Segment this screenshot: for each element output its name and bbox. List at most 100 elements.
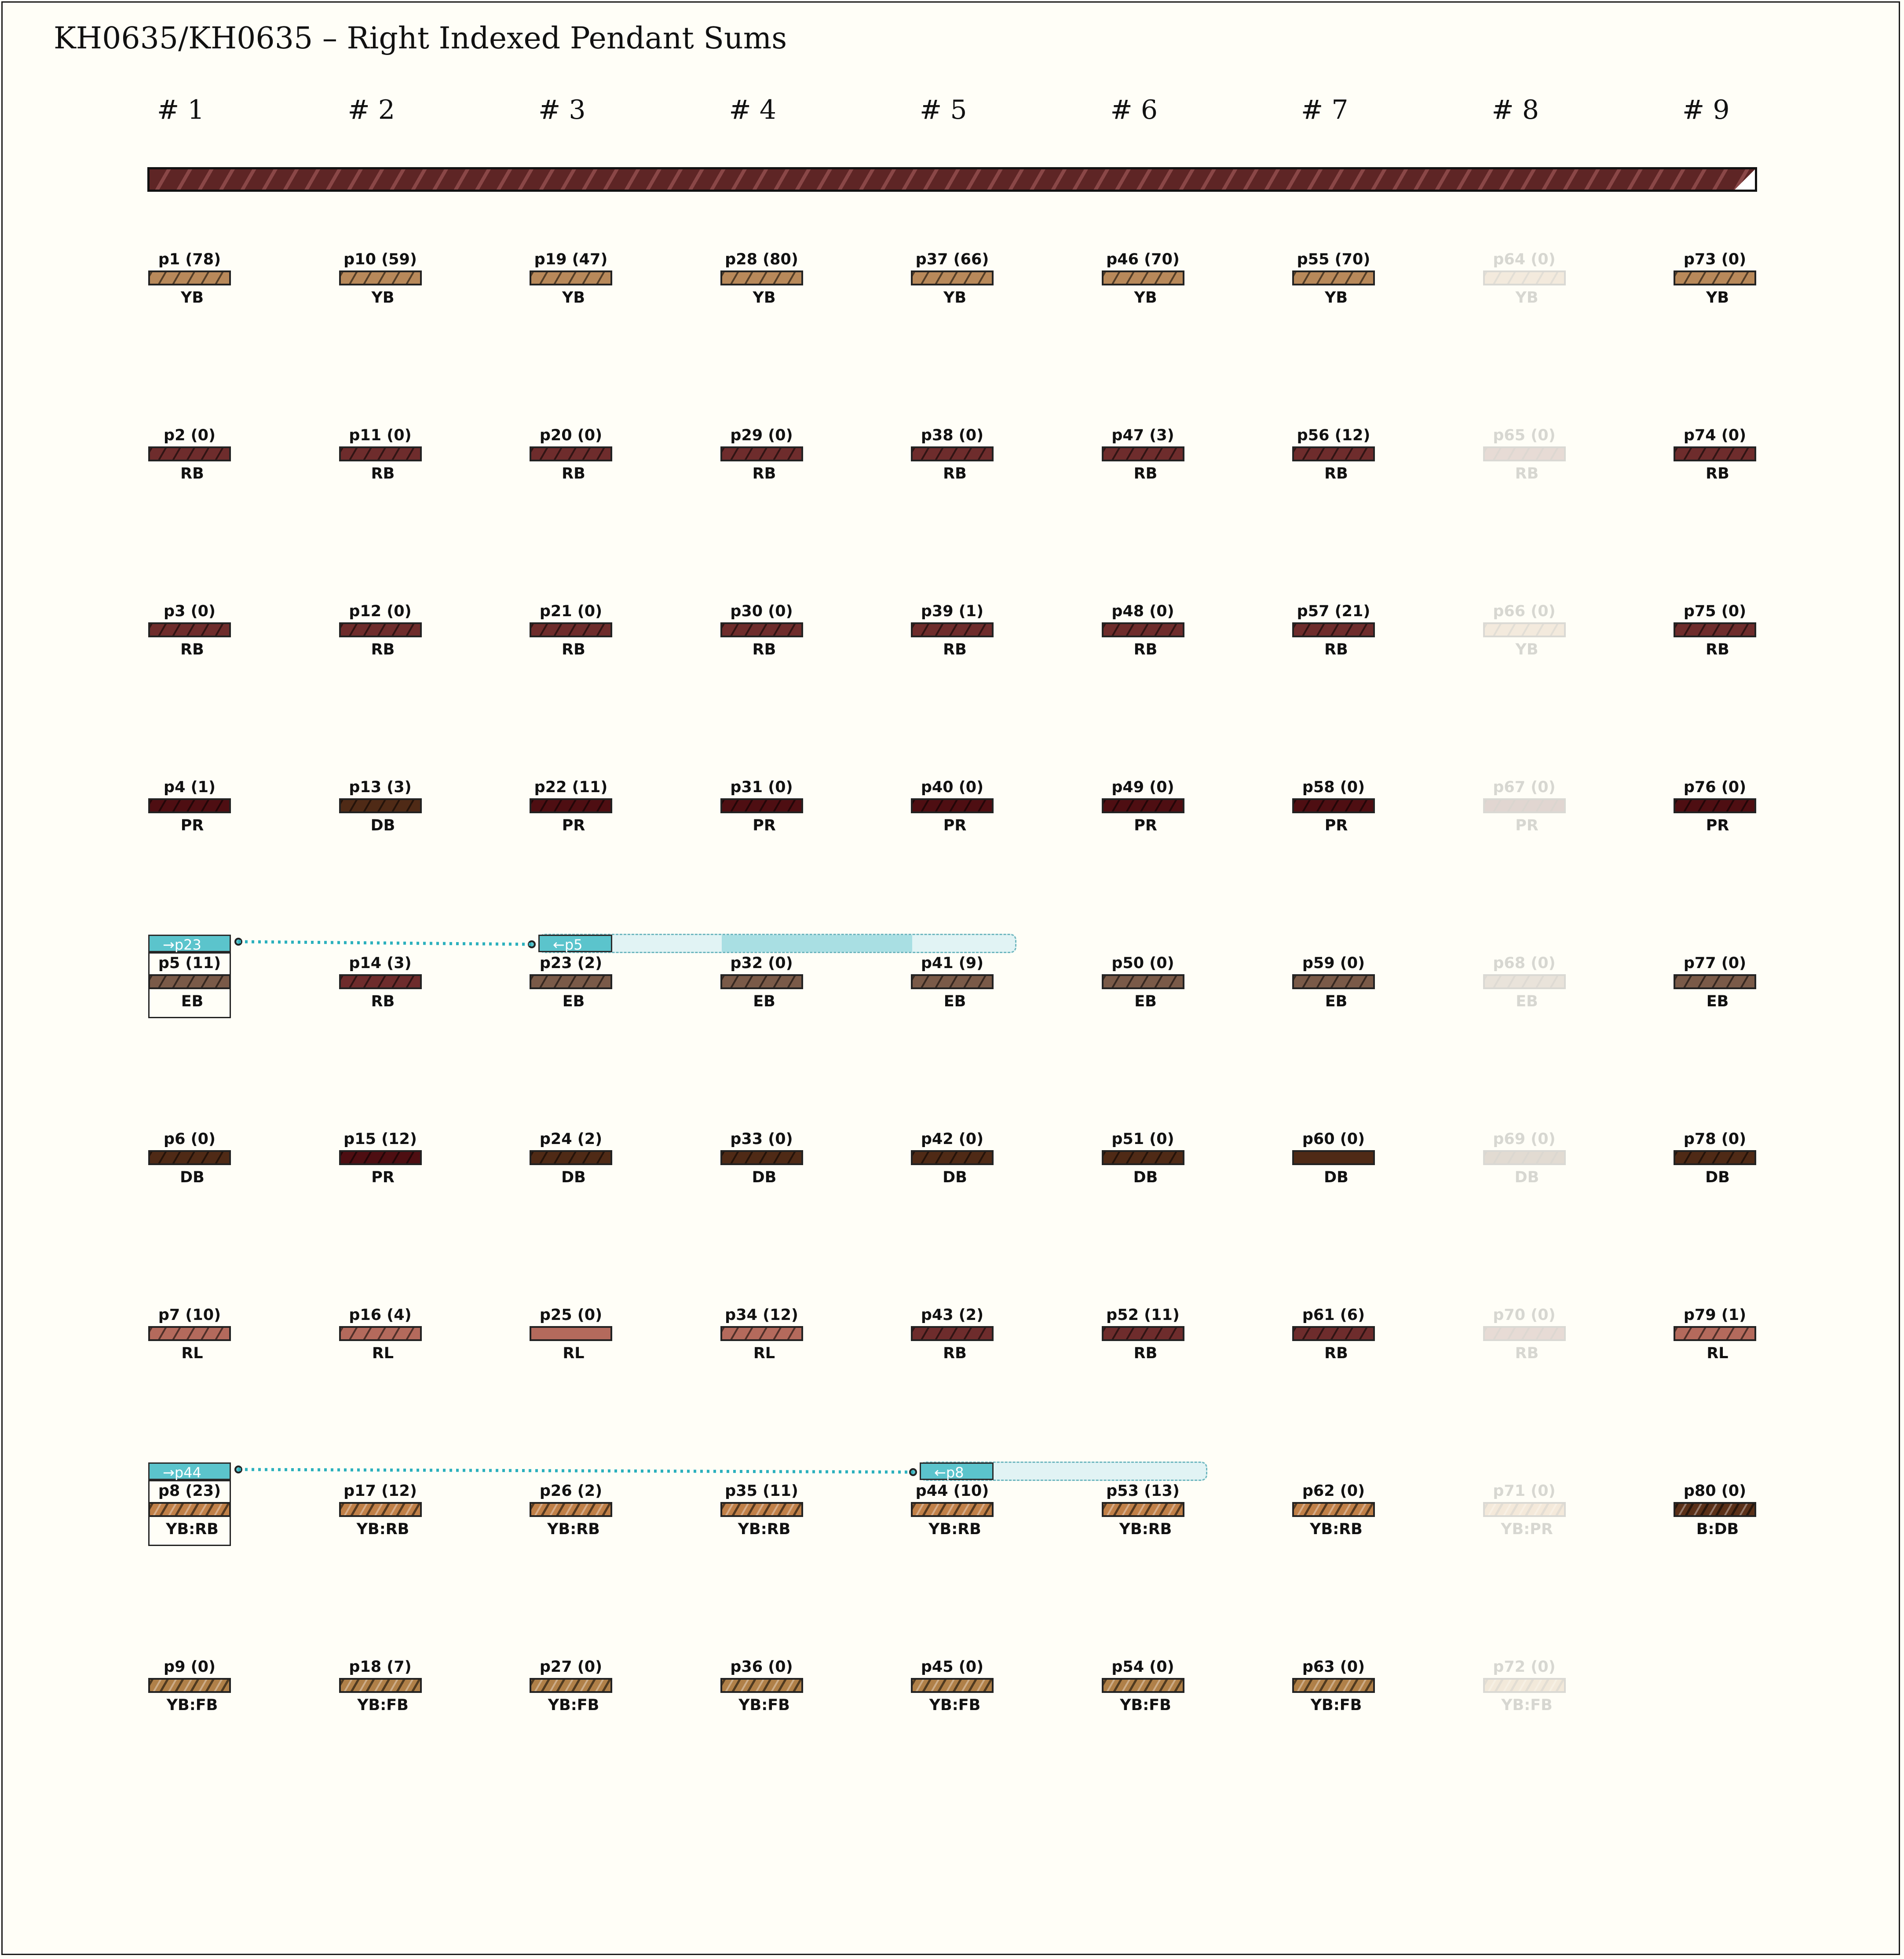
pendant-label: p9 (0) xyxy=(164,1658,216,1676)
pendant-cord xyxy=(339,1502,422,1517)
pendant-cord xyxy=(339,446,422,461)
pendant-cord xyxy=(1292,974,1375,989)
link-source-tag[interactable]: →p44 xyxy=(148,1462,231,1481)
pendant-label: p70 (0) xyxy=(1493,1306,1556,1324)
pendant-color-label: DB xyxy=(370,817,395,834)
pendant-cord xyxy=(530,1326,612,1341)
pendant-cord xyxy=(1101,1150,1184,1165)
pendant-cord xyxy=(148,974,231,989)
pendant-cord xyxy=(720,1150,803,1165)
pendant-label: p58 (0) xyxy=(1302,778,1365,796)
pendant-cord xyxy=(148,270,231,285)
pendant-color-label: PR xyxy=(1134,817,1157,834)
pendant-label: p17 (12) xyxy=(344,1482,417,1500)
pendant-label: p34 (12) xyxy=(725,1306,798,1324)
pendant-label: p55 (70) xyxy=(1297,251,1370,268)
pendant-color-label: RL xyxy=(753,1345,775,1362)
link-end-dot xyxy=(909,1468,917,1476)
pendant-color-label: YB:FB xyxy=(357,1696,409,1714)
pendant-color-label: RB xyxy=(943,641,967,658)
link-target-tag[interactable]: ←p5 xyxy=(538,935,612,953)
pendant-label: p80 (0) xyxy=(1683,1482,1747,1500)
pendant-label: p63 (0) xyxy=(1302,1658,1365,1676)
pendant-label: p20 (0) xyxy=(539,427,603,444)
pendant-color-label: YB xyxy=(562,289,585,307)
pendant-color-label: PR xyxy=(180,817,204,834)
link-start-dot xyxy=(234,938,242,946)
pendant-cord xyxy=(911,1678,994,1693)
pendant-cord xyxy=(1101,974,1184,989)
pendant-cord xyxy=(1483,974,1566,989)
pendant-label: p56 (12) xyxy=(1297,427,1370,444)
pendant-color-label: PR xyxy=(1324,817,1348,834)
pendant-color-label: RB xyxy=(1324,465,1348,482)
pendant-label: p47 (3) xyxy=(1111,427,1174,444)
pendant-cord xyxy=(720,974,803,989)
pendant-label: p25 (0) xyxy=(539,1306,603,1324)
pendant-cord xyxy=(720,1502,803,1517)
pendant-label: p18 (7) xyxy=(349,1658,412,1676)
pendant-cord xyxy=(530,798,612,813)
pendant-cord xyxy=(1292,270,1375,285)
pendant-label: p51 (0) xyxy=(1111,1130,1174,1148)
pendant-color-label: RB xyxy=(371,993,395,1010)
pendant-cord xyxy=(911,622,994,637)
pendant-color-label: YB:FB xyxy=(1501,1696,1553,1714)
pendant-cord xyxy=(1101,270,1184,285)
pendant-cord xyxy=(1674,1502,1756,1517)
pendant-cord xyxy=(720,1326,803,1341)
pendant-color-label: PR xyxy=(943,817,967,834)
pendant-color-label: B:DB xyxy=(1696,1520,1739,1538)
pendant-cord xyxy=(339,1678,422,1693)
pendant-color-label: PR xyxy=(753,817,776,834)
pendant-label: p53 (13) xyxy=(1106,1482,1180,1500)
pendant-label: p35 (11) xyxy=(725,1482,798,1500)
pendant-label: p79 (1) xyxy=(1683,1306,1747,1324)
pendant-label: p31 (0) xyxy=(730,778,793,796)
pendant-color-label: YB xyxy=(753,289,776,307)
pendant-label: p12 (0) xyxy=(349,603,412,620)
pendant-color-label: RB xyxy=(180,465,204,482)
pendant-color-label: RB xyxy=(943,465,967,482)
pendant-color-label: RL xyxy=(1707,1345,1729,1362)
pendant-color-label: YB:FB xyxy=(548,1696,599,1714)
pendant-cord xyxy=(148,1150,231,1165)
pendant-cord xyxy=(148,446,231,461)
pendant-label: p57 (21) xyxy=(1297,603,1370,620)
pendant-cord xyxy=(1101,446,1184,461)
pendant-label: p62 (0) xyxy=(1302,1482,1365,1500)
link-target-tag[interactable]: ←p8 xyxy=(920,1462,994,1481)
page-title: KH0635/KH0635 – Right Indexed Pendant Su… xyxy=(54,21,787,56)
pendant-label: p3 (0) xyxy=(164,603,216,620)
pendant-label: p4 (1) xyxy=(164,778,216,796)
pendant-label: p33 (0) xyxy=(730,1130,793,1148)
pendant-cord xyxy=(720,1678,803,1693)
pendant-cord xyxy=(148,1326,231,1341)
pendant-label: p44 (10) xyxy=(915,1482,989,1500)
primary-cord xyxy=(147,167,1757,192)
pendant-color-label: EB xyxy=(181,993,204,1010)
pendant-cord xyxy=(1483,798,1566,813)
primary-cord-end xyxy=(1735,169,1755,190)
pendant-color-label: YB:RB xyxy=(1310,1520,1363,1538)
pendant-label: p61 (6) xyxy=(1302,1306,1365,1324)
pendant-cord xyxy=(1674,974,1756,989)
pendant-color-label: PR xyxy=(1706,817,1729,834)
pendant-label: p29 (0) xyxy=(730,427,793,444)
link-start-dot xyxy=(234,1466,242,1473)
pendant-color-label: YB:FB xyxy=(929,1696,981,1714)
pendant-cord xyxy=(911,974,994,989)
pendant-color-label: RL xyxy=(563,1345,585,1362)
pendant-label: p27 (0) xyxy=(539,1658,603,1676)
pendant-cord xyxy=(1292,1678,1375,1693)
pendant-cord xyxy=(1483,1678,1566,1693)
column-header: # 1 xyxy=(157,95,205,125)
pendant-cord xyxy=(911,1502,994,1517)
link-source-tag[interactable]: →p23 xyxy=(148,935,231,953)
pendant-label: p38 (0) xyxy=(921,427,984,444)
pendant-color-label: EB xyxy=(1325,993,1348,1010)
pendant-label: p42 (0) xyxy=(921,1130,984,1148)
pendant-color-label: DB xyxy=(561,1169,586,1186)
pendant-color-label: DB xyxy=(180,1169,205,1186)
pendant-cord xyxy=(530,1150,612,1165)
